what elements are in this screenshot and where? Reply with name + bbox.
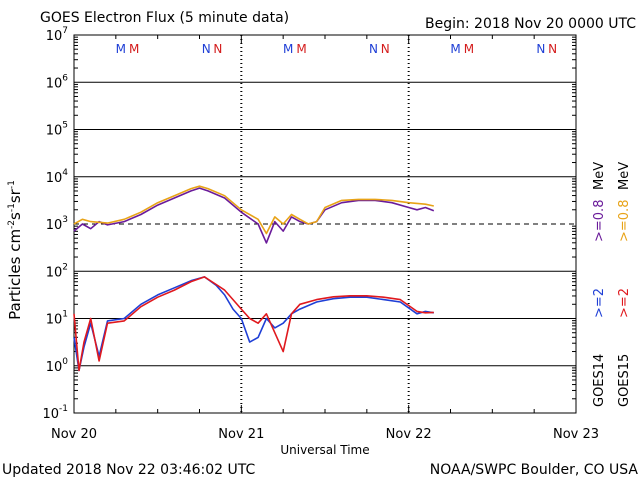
legend-e2-15: >=2 bbox=[617, 288, 632, 318]
x-tick-label: Nov 21 bbox=[218, 427, 264, 442]
legend-mev-2: MeV bbox=[617, 162, 632, 190]
marker-label: N bbox=[536, 42, 545, 56]
y-tick-label: 102 bbox=[46, 262, 68, 280]
y-axis-label: Particles cm-2s-1sr-1 bbox=[6, 180, 24, 320]
credit: NOAA/SWPC Boulder, CO USA bbox=[430, 462, 639, 478]
x-tick-labels: Nov 20 Nov 21 Nov 22 Nov 23 bbox=[51, 427, 599, 442]
day-separators bbox=[73, 35, 577, 413]
begin-date: Begin: 2018 Nov 20 0000 UTC bbox=[425, 16, 636, 32]
updated-time: Updated 2018 Nov 22 03:46:02 UTC bbox=[2, 462, 255, 478]
x-axis-label: Universal Time bbox=[280, 443, 369, 457]
y-tick-label: 10-1 bbox=[42, 404, 68, 422]
y-tick-label: 107 bbox=[46, 26, 68, 44]
legend-mev-1: MeV bbox=[592, 162, 607, 190]
grid-lines bbox=[74, 36, 576, 400]
y-tick-label: 100 bbox=[46, 357, 69, 375]
legend-goes14: GOES14 bbox=[592, 354, 607, 407]
marker-label: N bbox=[369, 42, 378, 56]
legend-e08-15: >=0.8 bbox=[617, 200, 632, 242]
marker-label: M bbox=[116, 42, 126, 56]
y-tick-label: 101 bbox=[46, 310, 68, 328]
series-line bbox=[73, 276, 434, 372]
legend-goes15: GOES15 bbox=[617, 354, 632, 407]
legend-e2-14: >=2 bbox=[592, 288, 607, 318]
x-tick-label: Nov 20 bbox=[51, 427, 97, 442]
x-tick-label: Nov 22 bbox=[386, 427, 432, 442]
marker-label: M bbox=[464, 42, 474, 56]
y-tick-label: 105 bbox=[46, 121, 68, 139]
legend-e08-14: >=0.8 bbox=[592, 200, 607, 242]
marker-label: N bbox=[381, 42, 390, 56]
series-line bbox=[73, 185, 434, 235]
marker-label: N bbox=[202, 42, 211, 56]
y-tick-label: 104 bbox=[46, 168, 69, 186]
x-tick-label: Nov 23 bbox=[553, 427, 599, 442]
series-line bbox=[73, 276, 434, 372]
legend-right: GOES14 GOES15 >=2 >=2 >=0.8 >=0.8 MeV Me… bbox=[592, 162, 632, 407]
marker-label: M bbox=[283, 42, 293, 56]
y-tick-label: 106 bbox=[46, 73, 69, 91]
marker-label: M bbox=[129, 42, 139, 56]
chart-title: GOES Electron Flux (5 minute data) bbox=[40, 10, 289, 26]
marker-label: M bbox=[296, 42, 306, 56]
marker-label: N bbox=[548, 42, 557, 56]
series-lines bbox=[73, 185, 435, 372]
y-tick-label: 103 bbox=[46, 215, 68, 233]
marker-label: M bbox=[450, 42, 460, 56]
marker-label: N bbox=[213, 42, 222, 56]
y-tick-labels: 107 106 105 104 103 102 101 100 10-1 bbox=[42, 26, 68, 422]
series-line bbox=[73, 187, 435, 244]
